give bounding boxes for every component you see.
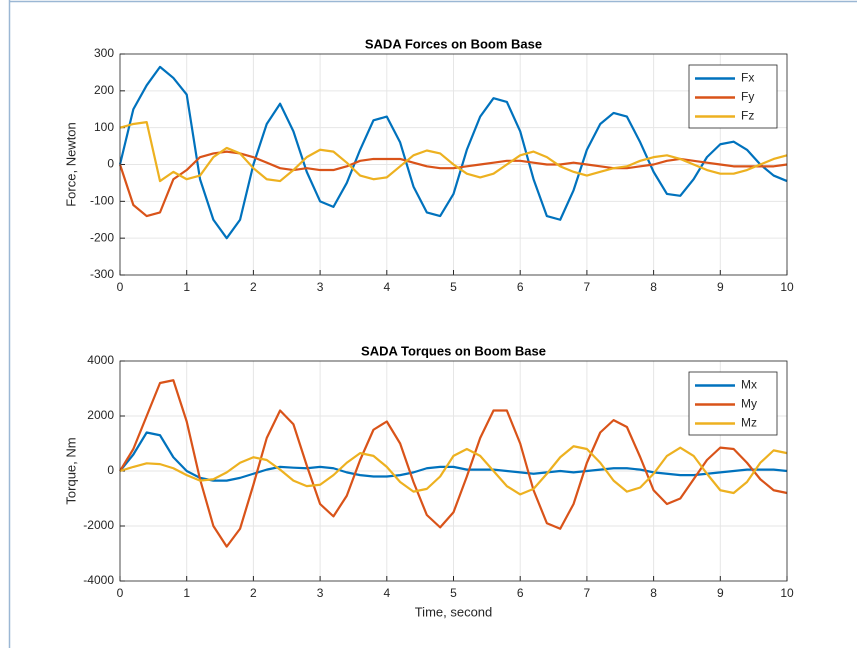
y-tick-label: -100 <box>90 194 114 208</box>
data-line <box>119 431 788 482</box>
y-axis-label: Force, Newton <box>63 122 78 207</box>
x-tick-label: 4 <box>383 586 390 600</box>
legend-label: Mz <box>741 416 757 430</box>
data-line <box>118 65 788 240</box>
y-tick-label: 300 <box>94 46 114 60</box>
axes-box <box>119 53 788 276</box>
y-tick-label: 0 <box>107 463 114 477</box>
x-tick-label: 1 <box>183 280 190 294</box>
y-tick-label: 0 <box>107 157 114 171</box>
legend-label: My <box>741 397 757 411</box>
x-tick-label: 4 <box>383 280 390 294</box>
y-tick-label: 100 <box>94 120 114 134</box>
data-line <box>119 445 788 496</box>
data-line <box>119 121 788 183</box>
x-axis-label: Time, second <box>415 604 493 619</box>
x-tick-label: 0 <box>117 280 124 294</box>
chart-title: SADA Torques on Boom Base <box>361 343 546 358</box>
x-tick-label: 6 <box>517 280 524 294</box>
x-tick-label: 3 <box>317 280 324 294</box>
x-tick-label: 5 <box>450 280 457 294</box>
x-tick-label: 7 <box>584 586 591 600</box>
x-tick-label: 10 <box>780 280 794 294</box>
y-tick-label: 200 <box>94 83 114 97</box>
x-tick-label: 3 <box>317 586 324 600</box>
legend-label: Fy <box>741 90 754 104</box>
data-line <box>119 379 788 548</box>
chart-title: SADA Forces on Boom Base <box>365 36 542 51</box>
x-tick-label: 10 <box>780 586 794 600</box>
y-tick-label: -2000 <box>83 518 114 532</box>
x-tick-label: 0 <box>117 586 124 600</box>
y-tick-label: 2000 <box>87 408 114 422</box>
y-tick-label: -4000 <box>83 573 114 587</box>
y-tick-label: -300 <box>90 267 114 281</box>
x-tick-label: 7 <box>584 280 591 294</box>
legend-label: Fz <box>741 109 754 123</box>
x-tick-label: 5 <box>450 586 457 600</box>
x-tick-label: 8 <box>650 280 657 294</box>
axes-box <box>119 360 788 582</box>
legend-label: Mx <box>741 378 757 392</box>
legend-label: Fx <box>741 71 754 85</box>
x-tick-label: 2 <box>250 280 257 294</box>
data-line <box>118 150 788 218</box>
y-tick-label: 4000 <box>87 353 114 367</box>
x-tick-label: 2 <box>250 586 257 600</box>
y-axis-label: Torque, Nm <box>63 437 78 504</box>
y-tick-label: -200 <box>90 230 114 244</box>
x-tick-label: 9 <box>717 586 724 600</box>
x-tick-label: 6 <box>517 586 524 600</box>
x-tick-label: 1 <box>183 586 190 600</box>
x-tick-label: 9 <box>717 280 724 294</box>
x-tick-label: 8 <box>650 586 657 600</box>
